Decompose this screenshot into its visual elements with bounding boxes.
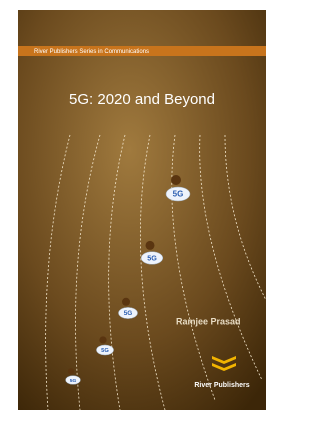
badge-figure — [99, 336, 106, 343]
badge-label: 5G — [70, 378, 77, 384]
badge-figure — [146, 241, 155, 250]
badge-label: 5G — [124, 310, 133, 317]
badge-figure — [171, 175, 181, 185]
badge-label: 5G — [147, 253, 157, 262]
badge-label: 5G — [173, 190, 184, 199]
book-cover: River Publishers Series in Communication… — [0, 0, 284, 423]
author: Ramjee Prasad — [176, 316, 241, 326]
page: {"series_label": "River Publishers Serie… — [0, 0, 284, 423]
badge-figure — [122, 298, 130, 306]
title: 5G: 2020 and Beyond — [69, 91, 215, 108]
series-label: River Publishers Series in Communication… — [34, 49, 149, 55]
badge-label: 5G — [101, 348, 109, 354]
badge-figure — [68, 368, 74, 374]
publisher: River Publishers — [194, 382, 249, 389]
